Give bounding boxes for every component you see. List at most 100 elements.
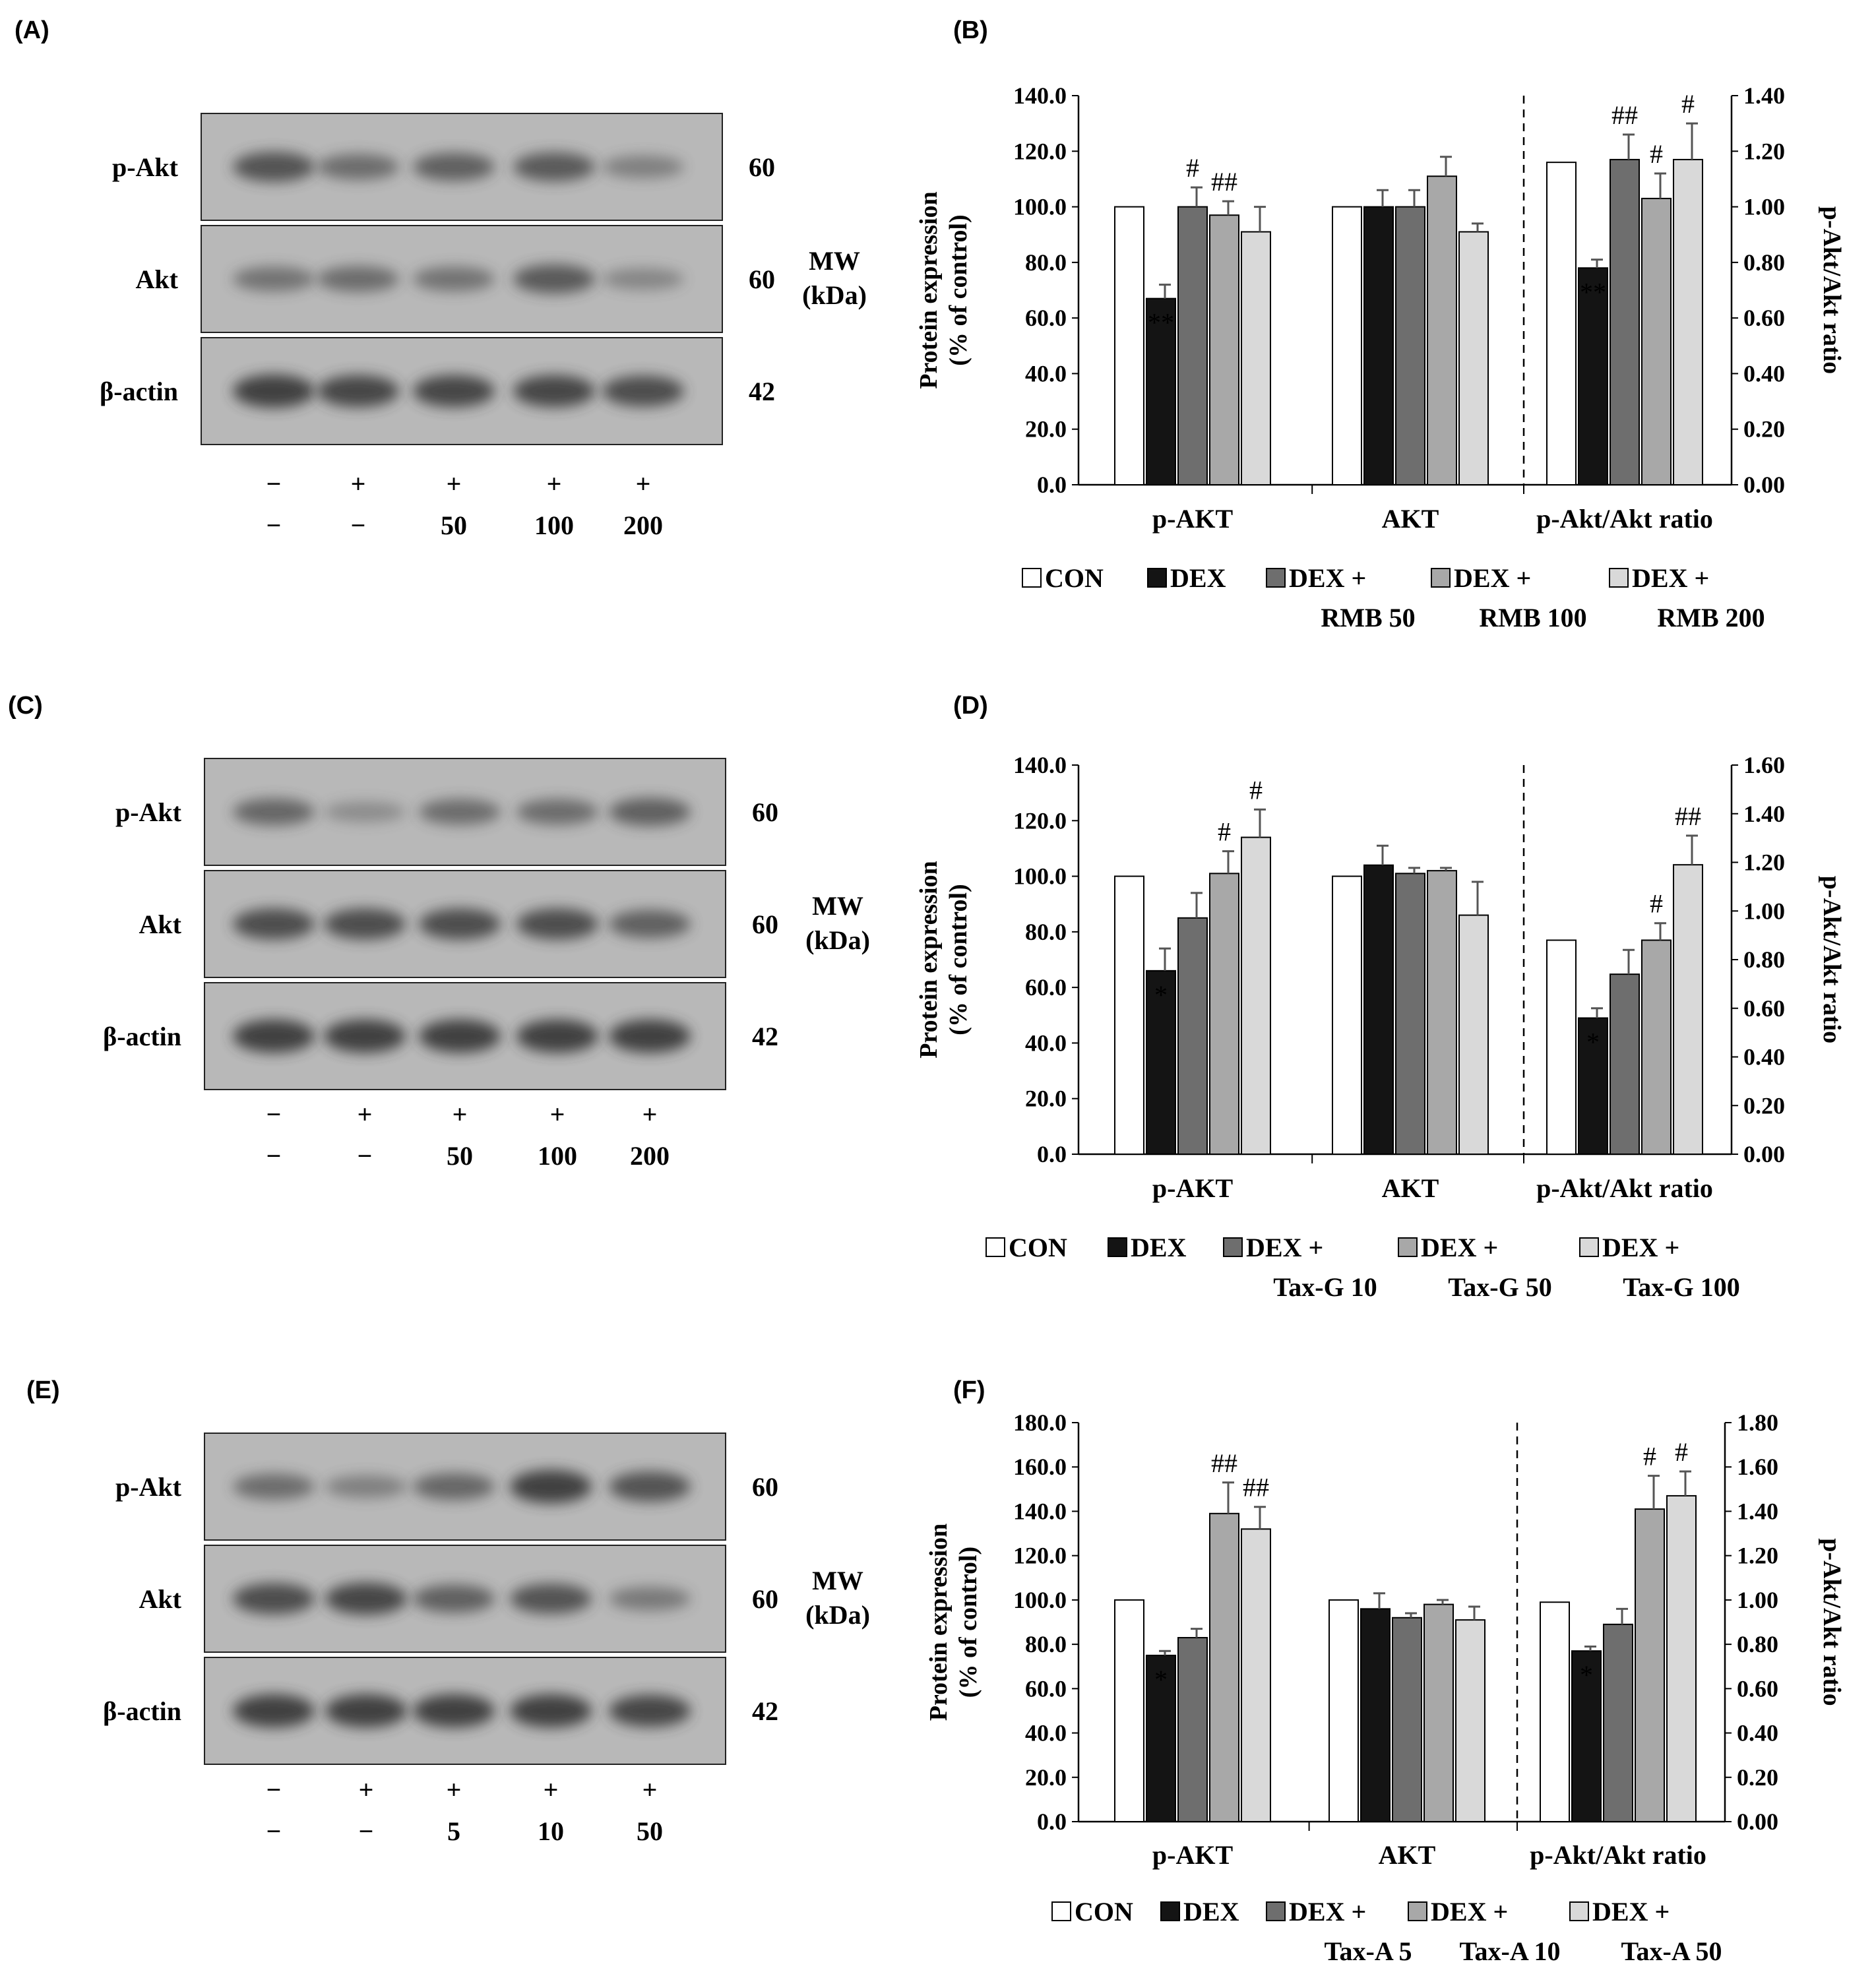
bar	[1146, 970, 1176, 1156]
dex-condition: −	[266, 469, 282, 499]
blot-band	[516, 799, 598, 825]
blot-band	[510, 1694, 592, 1728]
dex-condition: +	[550, 1099, 565, 1129]
chart-panel-3: (F) 0.0 20.0 40.0 60.0 80.0 100.0 120.0 140.0 160…	[925, 1376, 1846, 1966]
bar	[1423, 1603, 1454, 1822]
legend-label: RMB 200	[1657, 603, 1765, 632]
blot-band	[609, 1019, 691, 1053]
dose-condition: −	[358, 1141, 373, 1171]
legend-label: DEX +	[1431, 1897, 1508, 1927]
y2-axis-title: p-Akt/Akt ratio	[1818, 876, 1846, 1043]
bar	[1427, 870, 1457, 1155]
y-tick-label: 120.0	[1013, 1543, 1067, 1569]
dose-condition: 50	[441, 510, 467, 540]
blot-band	[233, 152, 315, 182]
dose-condition: 10	[538, 1816, 564, 1846]
y-tick-label: 60.0	[1025, 1675, 1067, 1702]
dose-condition: 50	[637, 1816, 663, 1846]
significance-mark: #	[1650, 139, 1663, 169]
significance-mark: #	[1218, 817, 1231, 847]
category-label: p-Akt/Akt ratio	[1530, 1840, 1706, 1870]
mw-value: 60	[752, 1472, 778, 1502]
blot-band	[510, 1584, 592, 1614]
blot-band	[419, 799, 501, 825]
bar	[1603, 1623, 1633, 1822]
dex-condition: +	[453, 1099, 468, 1129]
bar	[1114, 206, 1144, 485]
mw-title: MW	[812, 891, 863, 921]
y2-tick-label: 0.60	[1743, 305, 1785, 331]
y-tick-label: 60.0	[1025, 305, 1067, 331]
panel-letter: (B)	[953, 16, 988, 44]
bar	[1635, 1508, 1665, 1822]
y2-tick-label: 0.40	[1743, 1044, 1785, 1070]
mw-value: 60	[749, 264, 775, 294]
y-tick-label: 80.0	[1025, 919, 1067, 945]
legend-swatch	[1022, 568, 1042, 588]
y2-tick-label: 1.00	[1743, 194, 1785, 220]
blot-panel-3: (E) p-Akt 60 Akt 60 β-actin 42 MW (kDa) − + + + + − − 5 1…	[26, 1376, 870, 1846]
blot-band	[233, 1473, 315, 1500]
y-axis-title: (% of control)	[954, 1547, 982, 1698]
legend-label: CON	[1075, 1897, 1133, 1927]
legend-swatch	[1160, 1901, 1180, 1921]
mw-unit: (kDa)	[802, 280, 867, 310]
category-label: p-AKT	[1152, 1840, 1234, 1870]
blot-band	[516, 1019, 598, 1053]
blot-band	[602, 155, 684, 179]
bar	[1610, 973, 1640, 1155]
y-tick-label: 120.0	[1013, 138, 1067, 164]
legend-swatch	[1398, 1237, 1418, 1257]
blot-band	[516, 908, 598, 940]
legend-swatch	[985, 1237, 1005, 1257]
blot-band	[609, 1694, 691, 1727]
dose-condition: −	[266, 1816, 282, 1846]
legend-label: Tax-G 10	[1273, 1272, 1377, 1302]
bar	[1209, 214, 1239, 485]
legend-label: DEX +	[1632, 563, 1709, 593]
blot-row-label: p-Akt	[115, 797, 182, 827]
y2-tick-label: 0.00	[1743, 472, 1785, 498]
dose-condition: 100	[534, 510, 574, 540]
blot-band	[609, 1587, 691, 1611]
y2-tick-label: 0.00	[1743, 1141, 1785, 1167]
dose-condition: 200	[623, 510, 663, 540]
dex-condition: +	[447, 1775, 462, 1804]
blot-band	[233, 266, 315, 292]
significance-mark: *	[1154, 980, 1168, 1010]
y2-tick-label: 1.40	[1743, 82, 1785, 109]
y2-tick-label: 1.60	[1737, 1454, 1778, 1480]
y-tick-label: 60.0	[1025, 974, 1067, 1001]
panel-letter: (C)	[8, 692, 43, 720]
y2-tick-label: 0.40	[1737, 1720, 1778, 1746]
bar	[1427, 175, 1457, 485]
legend-label: DEX	[1183, 1897, 1239, 1927]
blot-row-label: β-actin	[100, 377, 178, 406]
bar	[1177, 1637, 1208, 1823]
bar	[1332, 206, 1362, 485]
blot-band	[413, 1584, 495, 1613]
legend-label: Tax-A 50	[1621, 1936, 1722, 1966]
category-label: p-AKT	[1152, 504, 1234, 534]
dose-condition: 200	[630, 1141, 670, 1171]
legend-swatch	[1609, 568, 1629, 588]
significance-mark: ##	[1211, 167, 1237, 197]
legend-label: DEX	[1170, 563, 1226, 593]
dex-condition: +	[547, 469, 562, 499]
blot-band	[233, 908, 315, 940]
dose-condition: 50	[447, 1141, 473, 1171]
bar	[1395, 873, 1425, 1156]
y-tick-label: 100.0	[1013, 863, 1067, 890]
mw-value: 60	[752, 910, 778, 939]
y2-tick-label: 1.00	[1737, 1587, 1778, 1613]
legend-swatch	[1408, 1901, 1427, 1921]
bar	[1360, 1608, 1391, 1822]
blot-band	[419, 908, 501, 940]
significance-mark: ##	[1243, 1473, 1269, 1502]
blot-row-label: p-Akt	[112, 152, 179, 182]
dex-condition: +	[642, 1775, 658, 1804]
significance-mark: **	[1148, 308, 1174, 338]
blot-band	[233, 1694, 315, 1728]
dose-condition: −	[266, 1141, 282, 1171]
dex-condition: −	[266, 1099, 282, 1129]
